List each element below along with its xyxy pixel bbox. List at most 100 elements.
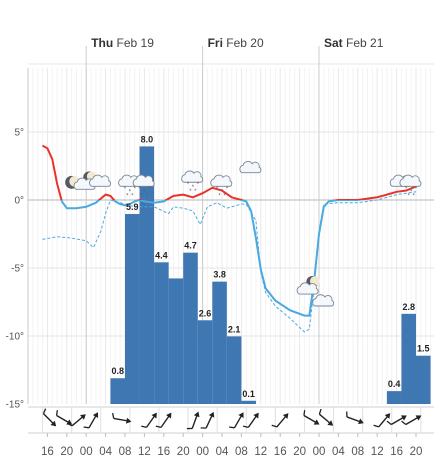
arrow-head [80, 414, 86, 420]
x-tick-label: 04 [99, 446, 112, 458]
cloud-shape [210, 174, 233, 187]
y-tick-label: -15° [6, 400, 24, 411]
arrow-head [151, 412, 157, 419]
snowflake: * [192, 185, 195, 191]
day-date: Feb 20 [223, 36, 264, 50]
snowflake: * [407, 193, 410, 199]
arrow-head [208, 411, 215, 418]
snow-cloud-icon: * * ** * [399, 174, 422, 199]
snowflake: * [143, 189, 146, 195]
arrow-barb [386, 420, 392, 426]
precipitation-label: 5.9 [126, 202, 139, 212]
y-tick-label: -5° [11, 264, 24, 275]
day-label: Sat Feb 21 [324, 36, 384, 50]
arrow-barb [155, 425, 162, 429]
snowflake: * [138, 186, 141, 192]
y-tick-label: 5° [14, 128, 24, 139]
snowflake: * [146, 193, 149, 199]
day-name: Thu [91, 36, 113, 50]
x-tick-label: 04 [332, 446, 345, 458]
wind-arrow-icon [401, 415, 422, 426]
temperature-line-warm [42, 144, 417, 200]
snowflake: * [216, 186, 219, 192]
arrow-head [50, 420, 57, 427]
snowflake: * [141, 193, 144, 199]
precipitation-label: 0.8 [111, 366, 124, 376]
wind-arrow-icon [155, 412, 172, 429]
arrow-barb [346, 411, 348, 417]
wind-arrow-icon [242, 412, 259, 429]
day-name: Fri [208, 36, 223, 50]
day-date: Feb 19 [113, 36, 154, 50]
precipitation-label: 4.4 [155, 250, 168, 260]
cloud-shape [132, 174, 155, 187]
wind-arrow-icon [346, 411, 364, 425]
precipitation-bar [154, 262, 169, 404]
x-tick-label: 12 [138, 446, 151, 458]
arrow-head [313, 419, 320, 425]
arrow-barb [200, 427, 207, 429]
y-tick-label: -10° [6, 332, 24, 343]
arrow-head [282, 413, 289, 419]
arrow-head [415, 415, 422, 421]
precipitation-label: 2.8 [402, 302, 415, 312]
snowflake: * [194, 189, 197, 195]
arrow-head [400, 415, 407, 421]
precipitation-label: 1.5 [417, 344, 430, 354]
weather-icons: * * ** ** * ** ** * ** * * * ** ** * ** * [65, 161, 422, 307]
x-tick-label: 04 [216, 446, 229, 458]
x-tick-label: 00 [80, 446, 93, 458]
cloud-shape [312, 294, 335, 307]
wind-arrow-icon [303, 410, 320, 425]
wind-arrow-icon [373, 413, 391, 428]
snowflake: * [126, 193, 129, 199]
snowflake: * [148, 186, 151, 192]
snowflake: * [124, 186, 127, 192]
arrow-barb [318, 408, 322, 415]
cloudy-moon-icon [296, 276, 320, 295]
precipitation-bar [110, 378, 125, 404]
precipitation-bar [168, 278, 184, 404]
precipitation-bar [197, 320, 213, 404]
snowflake: * [412, 193, 415, 199]
arrow-head [384, 413, 391, 419]
cloud-icon [89, 174, 111, 187]
x-tick-label: 20 [60, 446, 73, 458]
snowflake: * [221, 189, 224, 195]
wind-arrow-icon [386, 415, 407, 426]
x-tick-label: 16 [157, 446, 170, 458]
x-tick-label: 08 [119, 446, 132, 458]
wind-arrow-icon [42, 408, 57, 427]
precipitation-label: 2.6 [199, 308, 212, 318]
arrow-head [327, 420, 334, 426]
x-tick-label: 00 [196, 446, 209, 458]
arrow-head [166, 412, 172, 419]
wind-arrow-icon [200, 411, 215, 429]
cloud-shape [181, 170, 204, 183]
x-tick-label: 08 [235, 446, 248, 458]
precipitation-label: 0.1 [242, 389, 255, 399]
precipitation-bar [416, 355, 431, 404]
arrow-barb [141, 425, 147, 429]
x-tick-label: 20 [293, 446, 306, 458]
arrow-barb [271, 424, 278, 428]
precipitation-label: 8.0 [141, 134, 154, 144]
x-tick-label: 00 [313, 446, 326, 458]
snowflake: * [218, 193, 221, 199]
arrow-head [253, 412, 259, 419]
precipitation-bar [212, 281, 227, 404]
axes: Thu Feb 19 Fri Feb 20 Sat Feb 21 5° 0° -5° -10… [6, 36, 423, 458]
temperature-line-cold [60, 200, 365, 317]
snowflake: * [410, 189, 413, 195]
arrow-barb [83, 426, 90, 429]
y-tick-label: 0° [14, 196, 24, 207]
precipitation-bars [110, 146, 431, 404]
cloud-icon [312, 294, 335, 307]
x-tick-label: 16 [390, 446, 403, 458]
wind-arrow-icon [229, 412, 244, 429]
arrow-barb [303, 410, 306, 416]
snow-cloud-icon: * * ** * [132, 174, 155, 199]
snowflake: * [226, 186, 229, 192]
cloud-shape [239, 161, 262, 174]
cloud-shape [89, 174, 111, 187]
